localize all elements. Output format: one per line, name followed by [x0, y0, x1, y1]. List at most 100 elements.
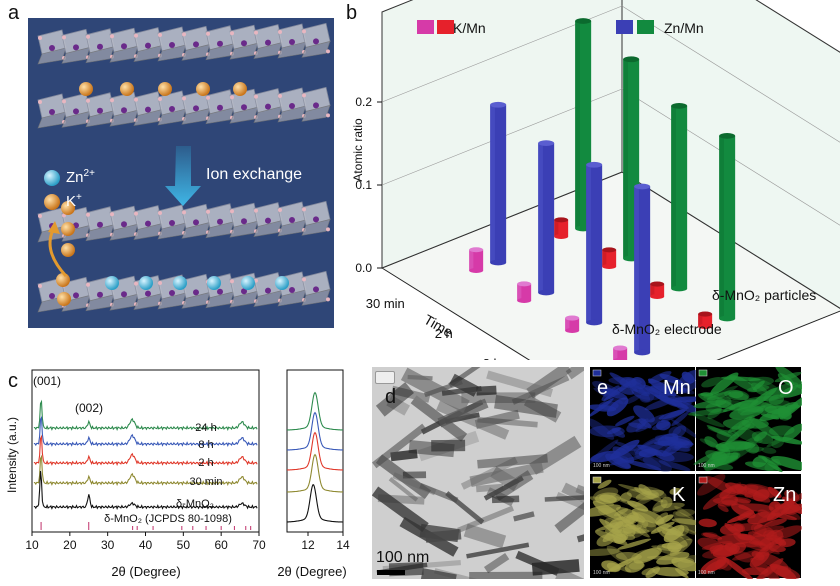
mno2-layer [37, 86, 331, 129]
legend-zn-swatch [616, 20, 633, 34]
eds-signal-K [606, 545, 629, 564]
bar-zn-0-top [575, 18, 592, 24]
eds-signal-Mn [626, 447, 662, 468]
zn-label: Zn [66, 169, 84, 186]
eds-signal-Zn [698, 518, 717, 528]
bar-k-0-top [554, 217, 569, 223]
bar-k-1-base [517, 297, 532, 304]
o-atom-icon [182, 210, 186, 215]
eds-signal-K [590, 504, 622, 517]
eds-signal-O [701, 377, 723, 388]
x-tick-label: 10 [25, 538, 39, 552]
eds-signal-O [768, 425, 795, 436]
series-label: 2 h [198, 457, 213, 469]
nanosheet-shape [375, 382, 414, 417]
k-ion-icon [56, 273, 70, 287]
legend-zn-swatch [637, 20, 654, 34]
nanosheet-shape [425, 529, 462, 543]
o-atom-icon [326, 113, 330, 118]
o-atom-icon [38, 284, 42, 288]
eds-signal-Zn [729, 542, 747, 555]
eds-signal-K [626, 488, 660, 500]
octahedron-shape [277, 41, 307, 59]
o-atom-icon [278, 30, 282, 34]
mn-atom-icon [241, 104, 247, 111]
map-label-o: O [778, 377, 794, 399]
o-atom-icon [158, 97, 162, 101]
bar-k-1-shade [602, 249, 607, 267]
bar-k-0-top [469, 247, 484, 253]
eds-signal-O [724, 389, 750, 401]
o-atom-icon [86, 98, 90, 103]
o-atom-icon [182, 96, 186, 101]
nanosheet-shape [391, 385, 431, 403]
eds-signal-Zn [769, 525, 802, 541]
inset-series-2 h [287, 431, 343, 471]
octahedron-shape [205, 221, 235, 239]
nanosheet-shape [445, 491, 485, 525]
bar-k-1 [517, 281, 532, 304]
o-atom-icon [134, 281, 138, 286]
reference-label: δ-MnO₂ (JCPDS 80-1098) [104, 513, 232, 525]
eds-signal-Zn [733, 551, 754, 563]
eds-signal-Zn [722, 556, 754, 579]
bar-k-1-body [602, 249, 617, 267]
eds-signal-Zn [781, 503, 802, 515]
octahedron-shape [229, 290, 259, 308]
octahedron-shape [229, 220, 259, 238]
eds-signal-Zn [778, 538, 796, 548]
o-atom-icon [134, 97, 138, 102]
eds-signal-Zn [697, 473, 726, 496]
nanosheet-shape [424, 379, 463, 398]
series-label: 24 h [195, 422, 216, 434]
eds-signal-K [604, 528, 636, 541]
mn-atom-icon [217, 288, 223, 295]
eds-signal-K [660, 496, 673, 509]
eds-signal-O [770, 435, 802, 445]
y-axis-title: Intensity (a.u.) [5, 417, 19, 493]
eds-signal-Zn [768, 545, 786, 553]
octahedron-shape [37, 111, 67, 129]
eds-signal-Mn [606, 427, 622, 435]
nanosheet-shape [372, 486, 429, 532]
bar-zn-2-shade [586, 164, 591, 323]
eds-signal-K [653, 502, 685, 512]
ion-exchange-label: Ion exchange [206, 166, 303, 183]
y-axis-title: Atomic ratio [351, 118, 365, 182]
o-atom-icon [326, 49, 330, 54]
mn-atom-icon [217, 218, 223, 225]
mn-atom-icon [289, 287, 295, 293]
o-atom-icon [206, 31, 210, 36]
peak-label-002: (002) [75, 401, 103, 415]
structure-svg [37, 22, 331, 313]
nanosheet-shape [466, 542, 530, 559]
inset-series-8 h [287, 411, 343, 451]
bar-k-1-top [602, 247, 617, 253]
eds-signal-Zn [747, 511, 776, 525]
octahedron-shape [109, 223, 139, 241]
zn-ion-legend-icon [44, 170, 60, 186]
octahedron-shape [277, 105, 307, 123]
bar-zn-0 [490, 101, 507, 266]
nanosheet-shape [457, 505, 515, 533]
octahedron-shape [85, 46, 115, 64]
octahedron-shape [61, 224, 91, 242]
mn-atom-icon [145, 290, 151, 297]
legend-zn-mn: Zn/Mn [664, 20, 704, 36]
mn-atom-icon [169, 42, 175, 48]
eds-signal-Mn [618, 387, 634, 395]
nanosheet-shape [529, 435, 582, 475]
bar-zn-2-top [671, 103, 688, 109]
mn-atom-icon [265, 217, 271, 224]
zn-ion-icon [241, 276, 255, 290]
bar-zn-0-top [490, 101, 507, 108]
eds-signal-Zn [724, 482, 748, 494]
o-atom-icon [254, 278, 258, 283]
octahedron-shape [301, 218, 331, 236]
octahedron-shape [253, 220, 283, 237]
mn-atom-icon [289, 39, 295, 45]
bar-k-2-base [565, 327, 580, 334]
eds-signal-K [655, 512, 669, 524]
mn-atom-icon [121, 221, 127, 228]
